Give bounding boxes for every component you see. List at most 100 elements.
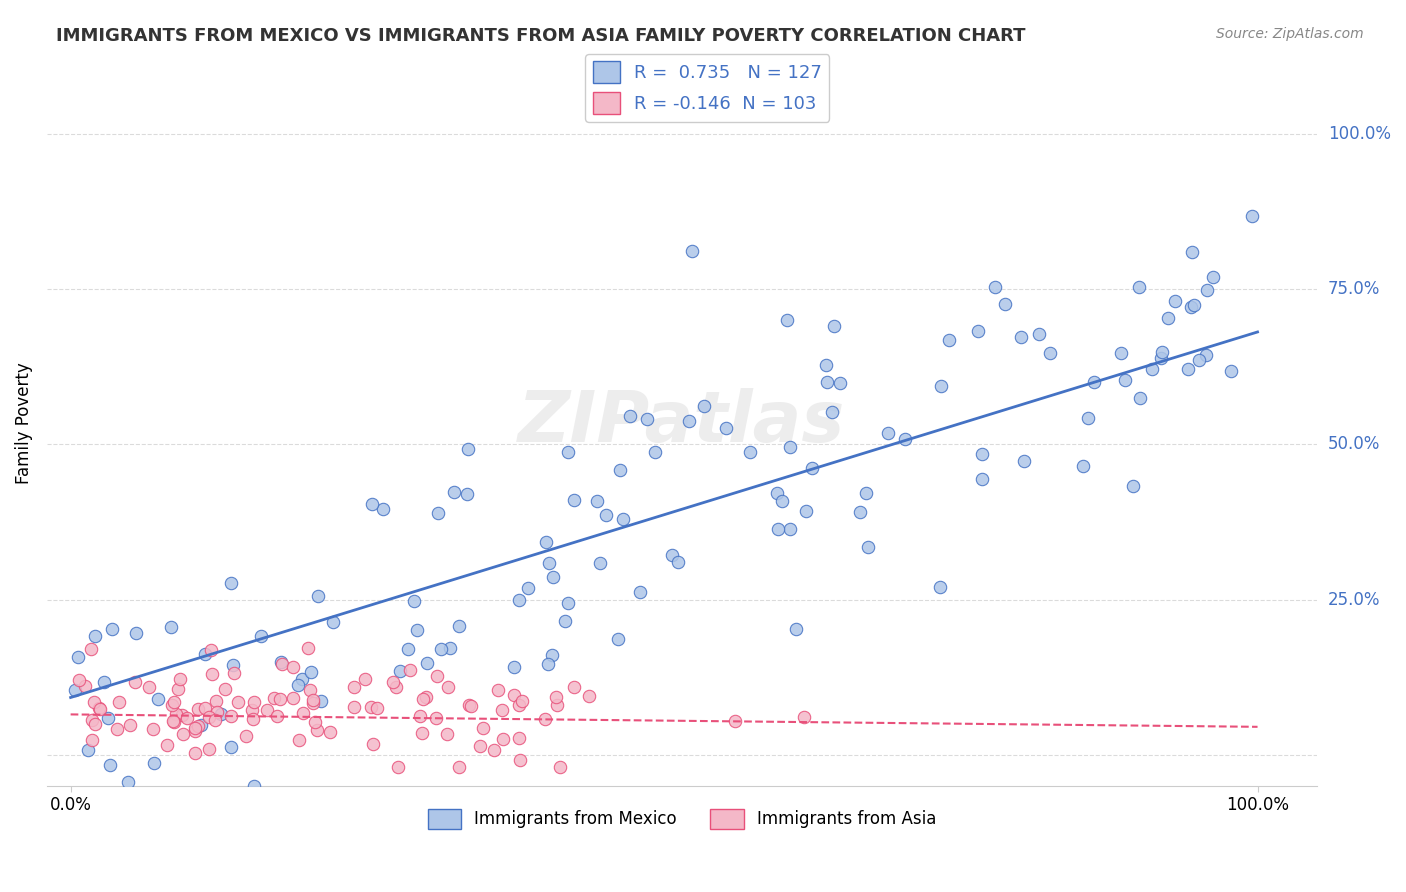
Point: [138, 680, 160, 694]
Point: [170, 708, 193, 723]
Point: [319, 724, 342, 739]
Point: [456, 486, 478, 500]
Point: [1180, 300, 1202, 314]
Point: [779, 522, 801, 536]
Point: [1071, 459, 1094, 474]
Point: [460, 698, 482, 713]
Point: [250, 629, 273, 643]
Point: [993, 297, 1015, 311]
Point: [562, 680, 585, 694]
Point: [492, 731, 515, 746]
Point: [666, 555, 689, 569]
Point: [184, 723, 207, 738]
Point: [270, 655, 292, 669]
Point: [929, 378, 952, 392]
Point: [482, 743, 505, 757]
Point: [1195, 284, 1218, 298]
Point: [156, 738, 179, 752]
Point: [165, 707, 187, 722]
Point: [1083, 375, 1105, 389]
Point: [84, 629, 107, 643]
Point: [1028, 326, 1050, 341]
Point: [449, 619, 471, 633]
Point: [291, 672, 314, 686]
Point: [877, 426, 900, 441]
Point: [436, 680, 458, 694]
Point: [360, 497, 382, 511]
Point: [1109, 345, 1132, 359]
Point: [209, 706, 232, 721]
Text: 75.0%: 75.0%: [1329, 280, 1381, 298]
Point: [607, 632, 630, 646]
Point: [361, 737, 384, 751]
Point: [93, 674, 115, 689]
Point: [87, 700, 110, 714]
Point: [142, 756, 165, 770]
Point: [83, 695, 105, 709]
Point: [1164, 294, 1187, 309]
Point: [98, 758, 121, 772]
Point: [766, 486, 789, 500]
Point: [785, 623, 807, 637]
Point: [399, 663, 422, 677]
Point: [893, 432, 915, 446]
Point: [1114, 373, 1136, 387]
Point: [427, 506, 450, 520]
Point: [205, 705, 228, 719]
Point: [83, 716, 105, 731]
Point: [184, 721, 207, 735]
Point: [270, 657, 292, 672]
Point: [766, 522, 789, 536]
Point: [97, 711, 120, 725]
Point: [800, 461, 823, 475]
Point: [472, 721, 495, 735]
Point: [612, 512, 634, 526]
Point: [508, 731, 530, 745]
Point: [436, 727, 458, 741]
Point: [855, 486, 877, 500]
Point: [938, 333, 960, 347]
Text: 100.0%: 100.0%: [1329, 125, 1391, 143]
Point: [142, 722, 165, 736]
Point: [970, 472, 993, 486]
Point: [159, 620, 181, 634]
Point: [1182, 298, 1205, 312]
Point: [1077, 411, 1099, 425]
Point: [557, 596, 579, 610]
Point: [205, 694, 228, 708]
Point: [166, 682, 188, 697]
Point: [508, 698, 530, 712]
Point: [814, 359, 837, 373]
Point: [409, 709, 432, 723]
Point: [503, 688, 526, 702]
Point: [443, 485, 465, 500]
Point: [243, 695, 266, 709]
Point: [415, 690, 437, 705]
Point: [823, 318, 845, 333]
Point: [714, 421, 737, 435]
Point: [309, 694, 332, 708]
Point: [405, 623, 427, 637]
Point: [198, 741, 221, 756]
Point: [80, 642, 103, 657]
Point: [160, 698, 183, 713]
Point: [412, 692, 434, 706]
Point: [201, 666, 224, 681]
Point: [856, 540, 879, 554]
Point: [546, 690, 568, 704]
Point: [1142, 361, 1164, 376]
Point: [297, 641, 319, 656]
Point: [288, 732, 311, 747]
Point: [222, 657, 245, 672]
Point: [430, 642, 453, 657]
Point: [197, 790, 219, 805]
Point: [548, 760, 571, 774]
Point: [101, 622, 124, 636]
Point: [1122, 479, 1144, 493]
Point: [162, 714, 184, 728]
Point: [354, 672, 377, 686]
Point: [537, 556, 560, 570]
Point: [828, 376, 851, 391]
Point: [291, 706, 314, 720]
Text: 25.0%: 25.0%: [1329, 591, 1381, 608]
